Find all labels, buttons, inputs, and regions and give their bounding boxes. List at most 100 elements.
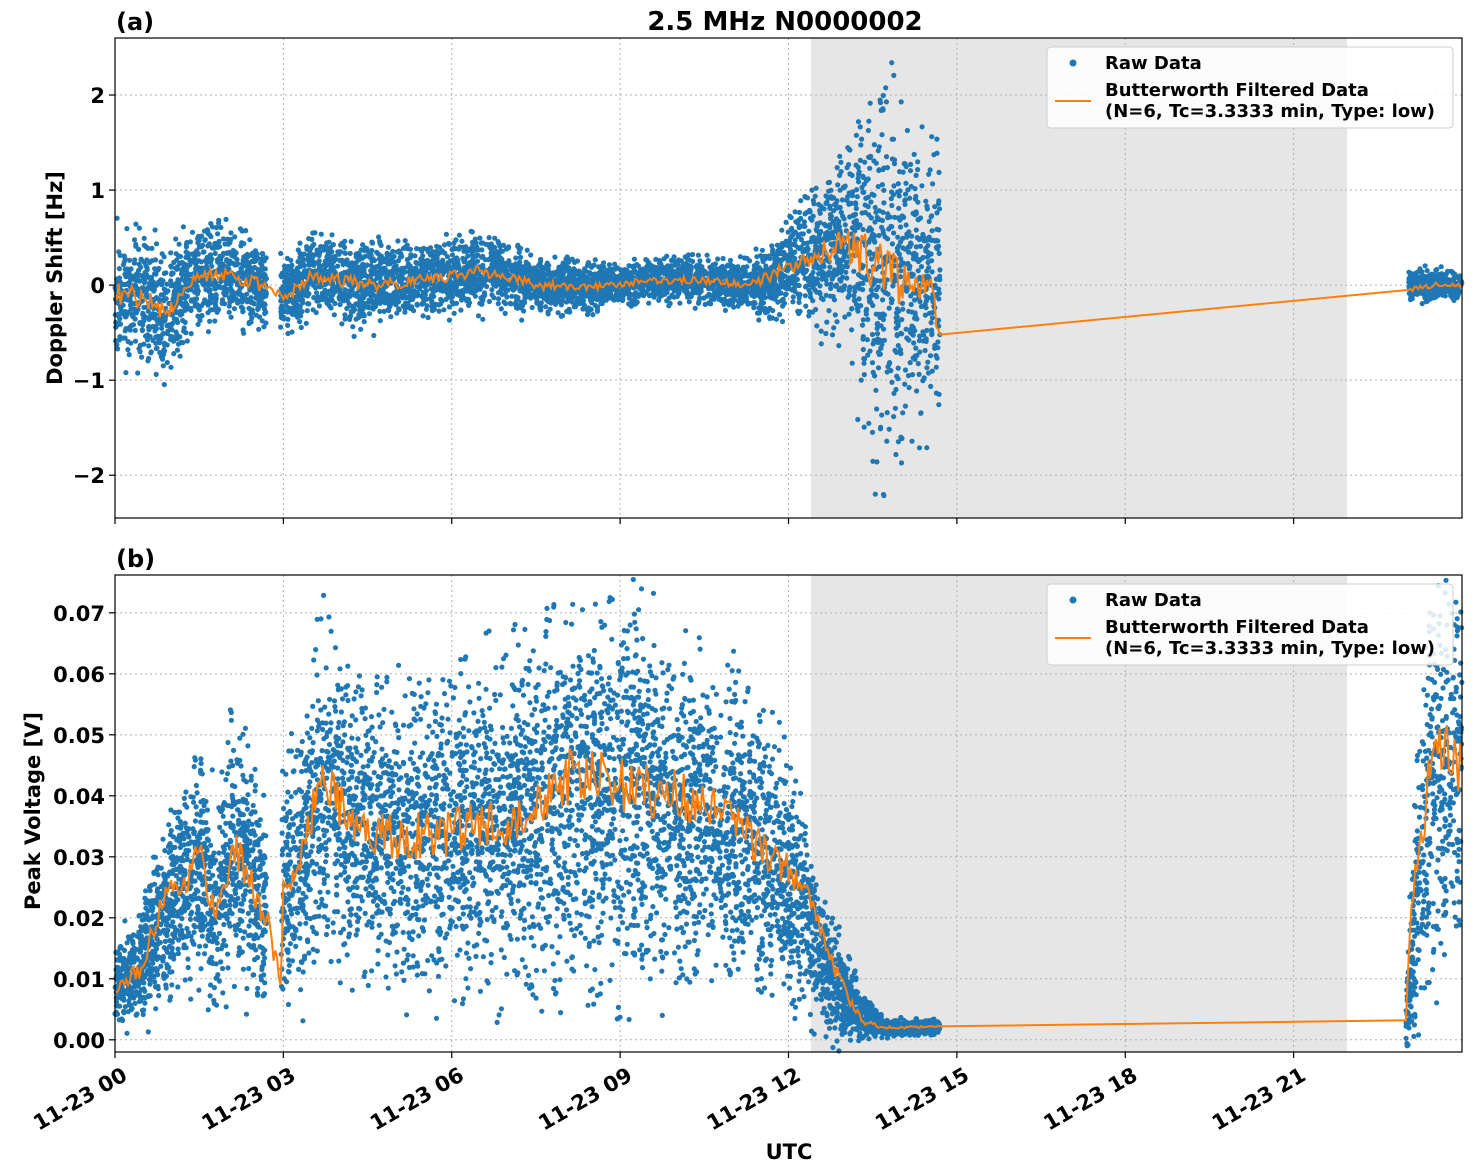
raw-data-point [892, 405, 899, 411]
raw-data-point [374, 298, 381, 304]
raw-data-point [326, 239, 332, 245]
raw-data-point [705, 258, 711, 264]
raw-data-point [342, 238, 348, 244]
raw-data-point [891, 157, 898, 163]
raw-data-point [329, 232, 335, 238]
raw-data-point [180, 224, 186, 230]
raw-data-point [845, 194, 851, 200]
raw-data-point [823, 330, 829, 337]
raw-data-point [571, 304, 577, 310]
raw-data-point [657, 257, 663, 264]
raw-data-point [834, 165, 840, 171]
raw-data-point [340, 262, 346, 268]
raw-data-point [756, 317, 762, 323]
raw-data-point [590, 275, 596, 282]
raw-data-point [708, 297, 714, 303]
raw-data-point [802, 293, 808, 299]
raw-data-point [156, 265, 162, 272]
raw-data-point [824, 319, 830, 325]
raw-data-point [903, 180, 909, 186]
raw-data-point [892, 214, 898, 220]
raw-data-point [832, 312, 838, 318]
raw-data-point [809, 187, 815, 193]
raw-data-point [922, 347, 928, 354]
raw-data-point [331, 312, 337, 318]
raw-data-point [367, 289, 373, 295]
raw-data-point [453, 300, 460, 306]
raw-data-point [928, 383, 934, 389]
raw-data-point [1422, 263, 1428, 269]
raw-data-point [241, 241, 247, 247]
raw-data-point [879, 412, 885, 418]
raw-data-point [502, 310, 508, 316]
raw-data-point [205, 302, 211, 308]
raw-data-point [429, 307, 435, 313]
raw-data-point [923, 248, 929, 254]
raw-data-point [237, 226, 243, 232]
raw-data-point [880, 297, 886, 303]
raw-data-point [339, 321, 345, 327]
raw-data-point [841, 286, 847, 292]
raw-data-point [304, 244, 310, 250]
raw-data-point [769, 243, 775, 249]
raw-data-point [399, 253, 405, 259]
raw-data-point [838, 169, 844, 175]
raw-data-point [894, 373, 900, 379]
raw-data-point [831, 325, 837, 331]
raw-data-point [414, 301, 420, 307]
raw-data-point [240, 327, 246, 333]
raw-data-point [926, 171, 932, 177]
raw-data-point [1424, 268, 1430, 274]
raw-data-point [870, 341, 876, 347]
raw-data-point [834, 319, 840, 325]
raw-data-point [792, 209, 798, 215]
raw-data-point [936, 290, 942, 296]
raw-data-point [463, 244, 469, 250]
raw-data-point [445, 294, 451, 300]
raw-data-point [894, 245, 901, 251]
raw-data-point [451, 246, 457, 252]
raw-data-point [221, 301, 228, 307]
raw-data-point [793, 219, 799, 225]
raw-data-point [884, 410, 890, 416]
raw-data-point [881, 187, 887, 193]
raw-data-point [254, 251, 260, 257]
raw-data-point [891, 183, 897, 189]
raw-data-point [803, 303, 809, 309]
raw-data-point [902, 191, 909, 197]
raw-data-point [129, 273, 135, 279]
raw-data-point [821, 206, 827, 212]
raw-data-point [895, 343, 901, 349]
raw-data-point [519, 317, 525, 323]
raw-data-point [606, 262, 613, 268]
raw-data-point [351, 333, 357, 339]
raw-data-point [916, 371, 922, 377]
raw-data-point [806, 228, 812, 234]
raw-data-point [913, 193, 919, 199]
raw-data-point [918, 264, 925, 270]
raw-data-point [224, 257, 230, 263]
raw-data-point [796, 295, 802, 301]
raw-data-point [390, 272, 396, 278]
raw-data-point [788, 214, 794, 221]
raw-data-point [898, 268, 904, 274]
raw-data-point [313, 290, 320, 296]
raw-data-point [893, 451, 899, 458]
raw-data-point [495, 239, 501, 245]
raw-data-point [145, 245, 151, 251]
raw-data-point [722, 307, 729, 313]
raw-data-point [202, 237, 208, 243]
raw-data-point [876, 232, 882, 239]
raw-data-point [861, 372, 867, 378]
raw-data-point [336, 296, 343, 302]
raw-data-point [853, 201, 859, 207]
raw-data-point [883, 99, 890, 105]
raw-data-point [209, 224, 215, 230]
raw-data-point [155, 279, 161, 285]
raw-data-point [826, 179, 833, 185]
raw-data-point [451, 310, 457, 316]
raw-data-point [902, 367, 909, 373]
raw-data-point [218, 224, 224, 231]
